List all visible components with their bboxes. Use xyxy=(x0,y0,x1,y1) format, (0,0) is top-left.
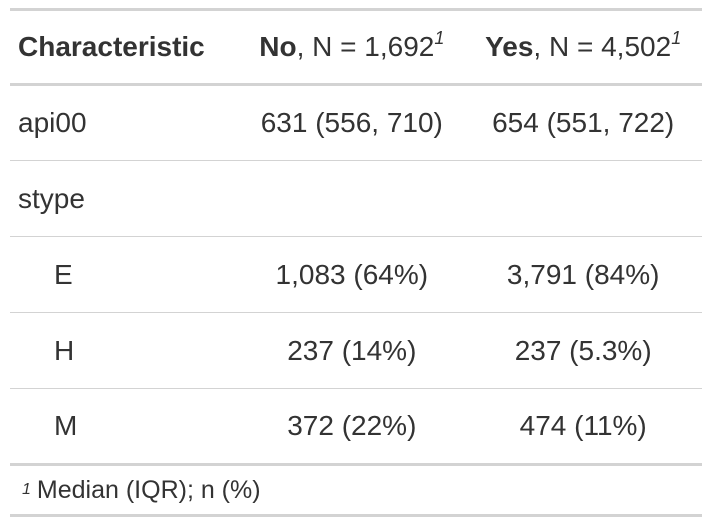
footnote-mark: 1 xyxy=(434,28,445,48)
footnote-mark: 1 xyxy=(671,28,682,48)
row-label: stype xyxy=(18,182,85,214)
cell-no: 372 (22%) xyxy=(287,410,417,441)
row-label: api00 xyxy=(18,107,87,138)
header-row: Characteristic No, N = 1,6921 Yes, N = 4… xyxy=(10,9,702,85)
header-group-yes: Yes, N = 4,5021 xyxy=(464,10,702,85)
group-name: No xyxy=(259,31,297,62)
cell-no: 1,083 (64%) xyxy=(275,258,429,290)
table-row-stype-m: M 372 (22%) 474 (11%) xyxy=(10,389,702,465)
row-label: E xyxy=(54,258,73,290)
table-row-stype-e: E 1,083 (64%) 3,791 (84%) xyxy=(10,237,702,313)
footnote-text: Median (IQR); n (%) xyxy=(36,475,261,504)
table-row-stype-h: H 237 (14%) 237 (5.3%) xyxy=(10,313,702,389)
summary-table: Characteristic No, N = 1,6921 Yes, N = 4… xyxy=(10,8,702,466)
cell-yes: 237 (5.3%) xyxy=(514,334,652,366)
cell-yes: 3,791 (84%) xyxy=(506,258,660,290)
group-name: Yes xyxy=(485,31,534,62)
cell-yes xyxy=(464,161,702,237)
table-footnote: 1 Median (IQR); n (%) xyxy=(10,466,702,517)
summary-table-container: Characteristic No, N = 1,6921 Yes, N = 4… xyxy=(10,8,702,517)
header-characteristic: Characteristic xyxy=(18,31,205,62)
table-row-stype: stype xyxy=(10,161,702,237)
cell-no: 631 (556, 710) xyxy=(260,107,443,138)
cell-no: 237 (14%) xyxy=(287,334,417,366)
group-n: , N = 1,692 xyxy=(296,31,435,62)
table-row-api00: api00 631 (556, 710) 654 (551, 722) xyxy=(10,85,702,161)
group-n: , N = 4,502 xyxy=(533,31,672,62)
cell-no xyxy=(239,161,464,237)
header-group-no: No, N = 1,6921 xyxy=(239,10,464,85)
row-label: H xyxy=(54,334,75,366)
cell-yes: 654 (551, 722) xyxy=(492,107,675,138)
row-label: M xyxy=(54,410,78,441)
cell-yes: 474 (11%) xyxy=(519,410,647,441)
